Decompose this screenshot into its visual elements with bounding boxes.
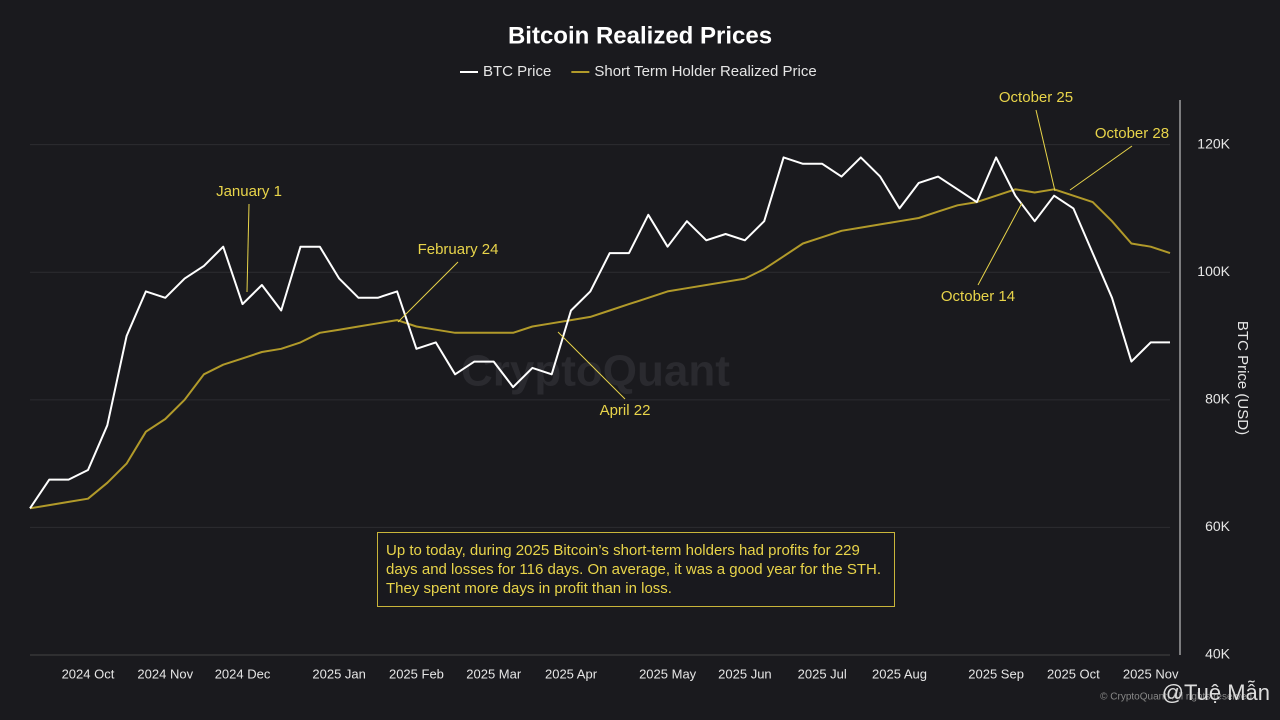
- annotation: October 14: [941, 288, 1015, 305]
- annotation: January 1: [216, 183, 282, 200]
- x-tick-label: 2025 Sep: [968, 666, 1024, 681]
- x-tick-label: 2025 Oct: [1047, 666, 1100, 681]
- x-tick-label: 2025 Apr: [545, 666, 598, 681]
- annotation-arrow: [1035, 109, 1056, 192]
- x-tick-label: 2024 Dec: [215, 666, 271, 681]
- x-tick-label: 2025 Jun: [718, 666, 772, 681]
- chart-title: Bitcoin Realized Prices: [508, 22, 772, 49]
- x-tick-label: 2024 Oct: [62, 666, 115, 681]
- y-tick-label: 80K: [1205, 391, 1231, 407]
- annotation-arrow: [397, 261, 459, 323]
- annotation-arrow: [977, 202, 1023, 286]
- watermark: CryptoQuant: [461, 347, 730, 396]
- y-axis-label: BTC Price (USD): [1234, 321, 1251, 435]
- x-tick-label: 2025 Mar: [466, 666, 522, 681]
- y-tick-label: 60K: [1205, 518, 1231, 534]
- x-tick-label: 2025 Jul: [798, 666, 847, 681]
- annotation: October 25: [999, 89, 1073, 106]
- x-tick-label: 2024 Nov: [137, 666, 193, 681]
- y-tick-label: 100K: [1197, 263, 1230, 279]
- annotation-arrow: [1069, 145, 1133, 191]
- x-tick-label: 2025 May: [639, 666, 697, 681]
- x-tick-label: 2025 Nov: [1123, 666, 1179, 681]
- annotation-arrow: [246, 203, 250, 293]
- series-line: [29, 156, 1170, 509]
- annotation: October 28: [1095, 125, 1169, 142]
- copyright: © CryptoQuant. All rights reserved: [1100, 692, 1252, 703]
- x-tick-label: 2025 Jan: [312, 666, 366, 681]
- annotation: February 24: [418, 241, 499, 258]
- y-tick-label: 120K: [1197, 135, 1230, 151]
- x-tick-label: 2025 Feb: [389, 666, 444, 681]
- y-tick-label: 40K: [1205, 646, 1231, 662]
- legend-label: Short Term Holder Realized Price: [594, 63, 816, 80]
- note-box: Up to today, during 2025 Bitcoin’s short…: [377, 532, 895, 607]
- series-line: [29, 188, 1171, 510]
- annotation-arrow: [557, 331, 626, 400]
- legend-label: BTC Price: [483, 63, 551, 80]
- credit: @Tuệ Mẫn: [1162, 680, 1270, 705]
- x-tick-label: 2025 Aug: [872, 666, 927, 681]
- annotation: April 22: [600, 402, 651, 419]
